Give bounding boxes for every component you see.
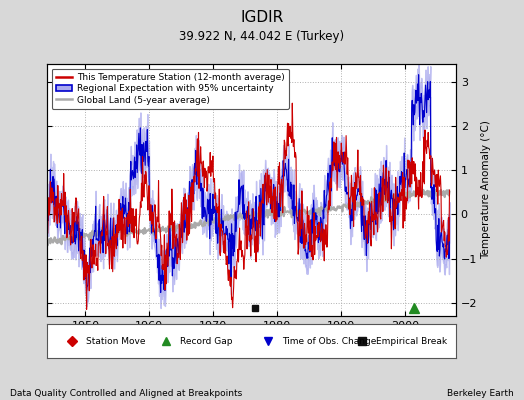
Text: Time of Obs. Change: Time of Obs. Change bbox=[282, 336, 377, 346]
Text: Empirical Break: Empirical Break bbox=[376, 336, 447, 346]
Text: IGDIR: IGDIR bbox=[241, 10, 283, 25]
Y-axis label: Temperature Anomaly (°C): Temperature Anomaly (°C) bbox=[482, 120, 492, 260]
Text: Berkeley Earth: Berkeley Earth bbox=[447, 389, 514, 398]
Text: Station Move: Station Move bbox=[86, 336, 146, 346]
Text: 39.922 N, 44.042 E (Turkey): 39.922 N, 44.042 E (Turkey) bbox=[179, 30, 345, 43]
Text: Record Gap: Record Gap bbox=[180, 336, 233, 346]
Legend: This Temperature Station (12-month average), Regional Expectation with 95% uncer: This Temperature Station (12-month avera… bbox=[52, 68, 289, 109]
Text: Data Quality Controlled and Aligned at Breakpoints: Data Quality Controlled and Aligned at B… bbox=[10, 389, 243, 398]
